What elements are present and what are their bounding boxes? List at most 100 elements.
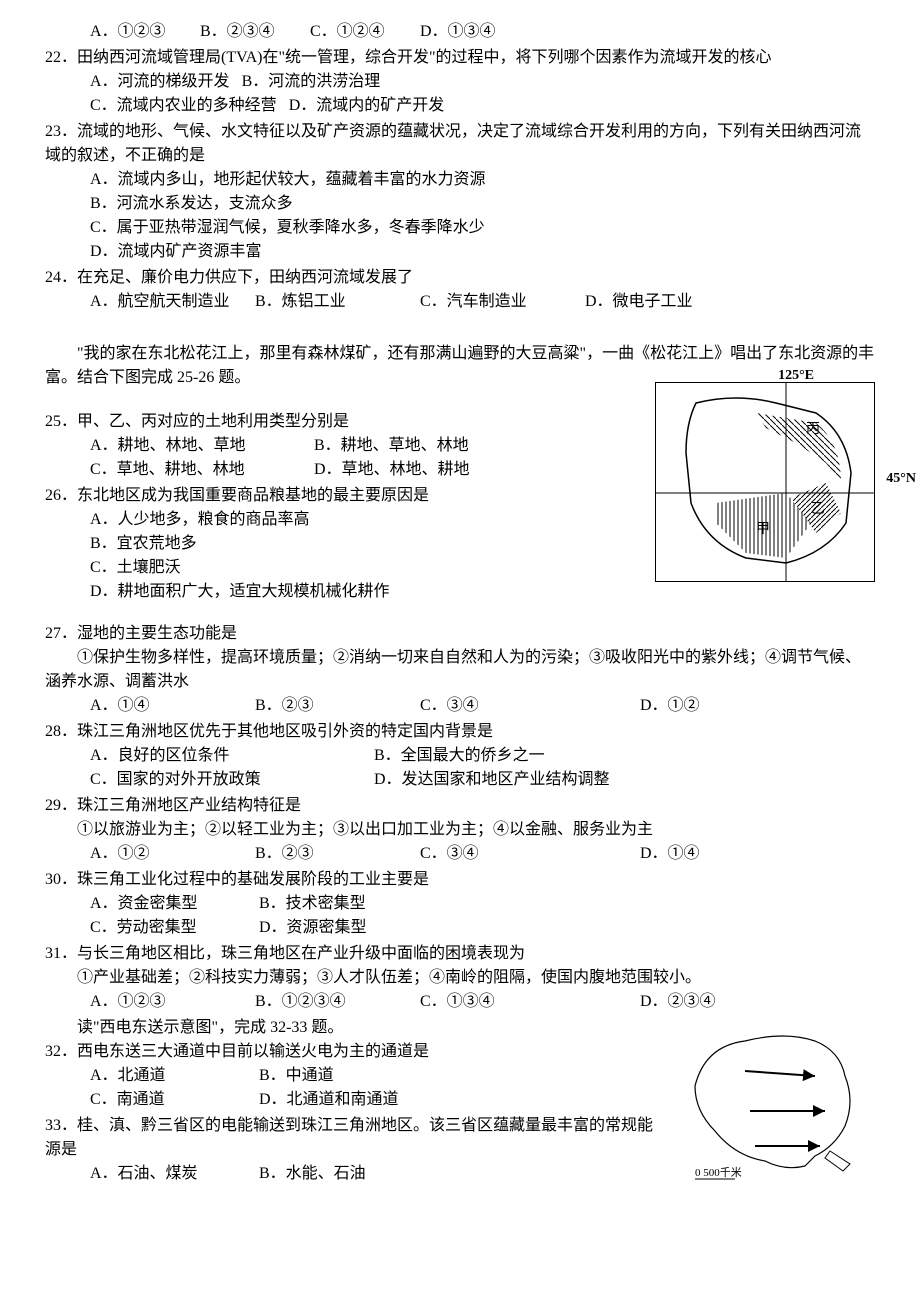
option-line: A．石油、煤炭 B．水能、石油 <box>45 1162 665 1186</box>
option-a: A．北通道 <box>90 1064 255 1088</box>
q26-stem: 26．东北地区成为我国重要商品粮基地的最主要原因是 <box>45 484 645 508</box>
option-c: C．流域内农业的多种经营 <box>90 97 277 114</box>
option-b: B．水能、石油 <box>259 1165 366 1182</box>
option-b: B．技术密集型 <box>259 895 366 912</box>
region-yi: 乙 <box>811 501 825 517</box>
option-b: B．宜农荒地多 <box>45 532 645 556</box>
option-d: D．北通道和南通道 <box>259 1091 399 1108</box>
option-line: A．资金密集型 B．技术密集型 <box>45 892 875 916</box>
option-d: D．微电子工业 <box>585 290 750 314</box>
option-c: C．南通道 <box>90 1088 255 1112</box>
option-d: D．草地、林地、耕地 <box>314 461 470 478</box>
option-a: A．①④ <box>90 694 255 718</box>
q30: 30．珠三角工业化过程中的基础发展阶段的工业主要是 A．资金密集型 B．技术密集… <box>45 868 875 940</box>
q29-sub: ①以旅游业为主；②以轻工业为主；③以出口加工业为主；④以金融、服务业为主 <box>45 818 875 842</box>
option-b: B．②③ <box>255 842 420 866</box>
option-a: A．石油、煤炭 <box>90 1162 255 1186</box>
q28-stem: 28．珠江三角洲地区优先于其他地区吸引外资的特定国内背景是 <box>45 720 875 744</box>
option-line: A．良好的区位条件 B．全国最大的侨乡之一 <box>45 744 875 768</box>
option-b: B．②③ <box>255 694 420 718</box>
option-a: A．资金密集型 <box>90 892 255 916</box>
q28: 28．珠江三角洲地区优先于其他地区吸引外资的特定国内背景是 A．良好的区位条件 … <box>45 720 875 792</box>
option-b: B．炼铝工业 <box>255 290 420 314</box>
region-bing: 丙 <box>806 422 820 437</box>
option-a: A．人少地多，粮食的商品率高 <box>45 508 645 532</box>
spacer <box>45 606 875 622</box>
q31: 31．与长三角地区相比，珠三角地区在产业升级中面临的困境表现为 ①产业基础差；②… <box>45 942 875 1014</box>
option-d: D．资源密集型 <box>259 919 367 936</box>
q23: 23．流域的地形、气候、水文特征以及矿产资源的蕴藏状况，决定了流域综合开发利用的… <box>45 120 875 264</box>
q29: 29．珠江三角洲地区产业结构特征是 ①以旅游业为主；②以轻工业为主；③以出口加工… <box>45 794 875 866</box>
option-c: C．土壤肥沃 <box>45 556 645 580</box>
q27-stem: 27．湿地的主要生态功能是 <box>45 622 875 646</box>
option-c: C．汽车制造业 <box>420 290 585 314</box>
q27: 27．湿地的主要生态功能是 ①保护生物多样性，提高环境质量；②消纳一切来自自然和… <box>45 622 875 718</box>
option-a: A．良好的区位条件 <box>90 744 370 768</box>
q27-sub: ①保护生物多样性，提高环境质量；②消纳一切来自自然和人为的污染；③吸收阳光中的紫… <box>45 646 875 694</box>
q24: 24．在充足、廉价电力供应下，田纳西河流域发展了 A．航空航天制造业 B．炼铝工… <box>45 266 875 314</box>
q25: 25．甲、乙、丙对应的土地利用类型分别是 A．耕地、林地、草地 B．耕地、草地、… <box>45 410 645 482</box>
option-line: C．劳动密集型 D．资源密集型 <box>45 916 875 940</box>
option-c: C．草地、耕地、林地 <box>90 458 310 482</box>
q32: 32．西电东送三大通道中目前以输送火电为主的通道是 A．北通道 B．中通道 C．… <box>45 1040 665 1112</box>
option-b: B．全国最大的侨乡之一 <box>374 747 545 764</box>
option-a: A．航空航天制造业 <box>90 290 255 314</box>
option-d: D．②③④ <box>640 990 716 1014</box>
section-32-33: 读"西电东送示意图"，完成 32-33 题。 0 500千米 32．西电东送三大… <box>45 1016 875 1186</box>
option-b: B．耕地、草地、林地 <box>314 437 469 454</box>
longitude-label: 125°E <box>778 365 814 386</box>
option-line: A．河流的梯级开发 B．河流的洪涝治理 <box>45 70 875 94</box>
q22-stem: 22．田纳西河流域管理局(TVA)在"统一管理，综合开发"的过程中，将下列哪个因… <box>45 46 875 70</box>
q32-stem: 32．西电东送三大通道中目前以输送火电为主的通道是 <box>45 1040 665 1064</box>
option-c: C．属于亚热带湿润气候，夏秋季降水多，冬春季降水少 <box>45 216 875 240</box>
option-a: A．耕地、林地、草地 <box>90 434 310 458</box>
option-c: C．①②④ <box>310 20 420 44</box>
scale-label: 0 500千米 <box>695 1166 742 1179</box>
option-a: A．①②③ <box>90 990 255 1014</box>
option-b: B．①②③④ <box>255 990 420 1014</box>
option-c: C．①③④ <box>420 990 640 1014</box>
q26: 26．东北地区成为我国重要商品粮基地的最主要原因是 A．人少地多，粮食的商品率高… <box>45 484 645 604</box>
q30-stem: 30．珠三角工业化过程中的基础发展阶段的工业主要是 <box>45 868 875 892</box>
option-line: A．北通道 B．中通道 <box>45 1064 665 1088</box>
option-line: C．国家的对外开放政策 D．发达国家和地区产业结构调整 <box>45 768 875 792</box>
map-svg: 丙 甲 乙 <box>656 383 874 581</box>
option-b: B．中通道 <box>259 1067 334 1084</box>
option-c: C．③④ <box>420 694 640 718</box>
china-map-svg: 0 500千米 <box>675 1016 875 1186</box>
option-line: A．①② B．②③ C．③④ D．①④ <box>45 842 875 866</box>
option-b: B．河流水系发达，支流众多 <box>45 192 875 216</box>
northeast-china-map: 125°E 45°N 丙 甲 乙 <box>655 382 875 582</box>
option-d: D．①② <box>640 694 700 718</box>
region-jia: 甲 <box>756 522 770 537</box>
option-b: B．②③④ <box>200 20 310 44</box>
option-c: C．③④ <box>420 842 640 866</box>
option-a: A．河流的梯级开发 <box>90 73 230 90</box>
option-d: D．发达国家和地区产业结构调整 <box>374 771 610 788</box>
option-line: C．草地、耕地、林地 D．草地、林地、耕地 <box>45 458 645 482</box>
option-line: A．①②③ B．①②③④ C．①③④ D．②③④ <box>45 990 875 1014</box>
q31-stem: 31．与长三角地区相比，珠三角地区在产业升级中面临的困境表现为 <box>45 942 875 966</box>
option-d: D．①③④ <box>420 20 530 44</box>
option-b: B．河流的洪涝治理 <box>242 73 381 90</box>
q33: 33．桂、滇、黔三省区的电能输送到珠江三角洲地区。该三省区蕴藏量最丰富的常规能源… <box>45 1114 665 1186</box>
option-d: D．①④ <box>640 842 700 866</box>
q31-sub: ①产业基础差；②科技实力薄弱；③人才队伍差；④南岭的阻隔，使国内腹地范围较小。 <box>45 966 875 990</box>
section-25-26: "我的家在东北松花江上，那里有森林煤矿，还有那满山遍野的大豆高粱"，一曲《松花江… <box>45 342 875 604</box>
option-a: A．流域内多山，地形起伏较大，蕴藏着丰富的水力资源 <box>45 168 875 192</box>
q25-stem: 25．甲、乙、丙对应的土地利用类型分别是 <box>45 410 645 434</box>
option-d: D．流域内矿产资源丰富 <box>45 240 875 264</box>
latitude-label: 45°N <box>886 468 916 489</box>
option-c: C．劳动密集型 <box>90 916 255 940</box>
option-d: D．流域内的矿产开发 <box>289 97 445 114</box>
q22: 22．田纳西河流域管理局(TVA)在"统一管理，综合开发"的过程中，将下列哪个因… <box>45 46 875 118</box>
option-line: C．南通道 D．北通道和南通道 <box>45 1088 665 1112</box>
option-c: C．国家的对外开放政策 <box>90 768 370 792</box>
option-line: A．航空航天制造业 B．炼铝工业 C．汽车制造业 D．微电子工业 <box>45 290 875 314</box>
q23-stem: 23．流域的地形、气候、水文特征以及矿产资源的蕴藏状况，决定了流域综合开发利用的… <box>45 120 875 168</box>
option-a: A．①② <box>90 842 255 866</box>
china-map: 0 500千米 <box>675 1016 875 1186</box>
q21-options: A．①②③ B．②③④ C．①②④ D．①③④ <box>45 20 875 44</box>
option-line: A．①④ B．②③ C．③④ D．①② <box>45 694 875 718</box>
option-line: A．耕地、林地、草地 B．耕地、草地、林地 <box>45 434 645 458</box>
